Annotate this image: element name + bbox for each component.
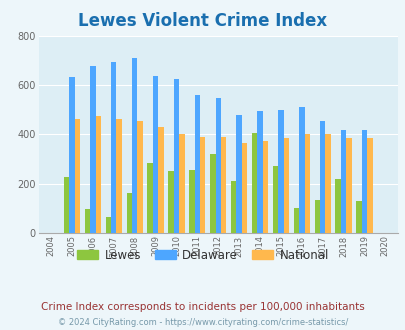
Bar — [147, 163, 152, 233]
Bar — [356, 201, 361, 233]
Bar — [179, 135, 184, 233]
Bar — [173, 79, 179, 233]
Bar — [200, 137, 205, 233]
Bar — [90, 66, 95, 233]
Bar — [262, 141, 267, 233]
Bar — [293, 208, 298, 233]
Bar — [105, 217, 111, 233]
Bar — [75, 118, 80, 233]
Bar — [220, 137, 226, 233]
Bar — [126, 193, 132, 233]
Bar — [194, 95, 200, 233]
Bar — [241, 143, 247, 233]
Text: Lewes Violent Crime Index: Lewes Violent Crime Index — [78, 12, 327, 30]
Bar — [215, 98, 220, 233]
Bar — [158, 127, 163, 233]
Bar — [314, 200, 319, 233]
Bar — [283, 138, 288, 233]
Legend: Lewes, Delaware, National: Lewes, Delaware, National — [72, 244, 333, 266]
Bar — [324, 135, 330, 233]
Bar — [230, 181, 236, 233]
Bar — [85, 209, 90, 233]
Bar — [272, 166, 277, 233]
Bar — [340, 130, 345, 233]
Bar — [209, 154, 215, 233]
Bar — [95, 116, 101, 233]
Bar — [64, 178, 69, 233]
Bar — [116, 118, 121, 233]
Bar — [168, 171, 173, 233]
Bar — [236, 115, 241, 233]
Bar — [111, 62, 116, 233]
Bar — [319, 121, 324, 233]
Bar — [257, 111, 262, 233]
Bar — [366, 138, 372, 233]
Bar — [69, 77, 75, 233]
Bar — [335, 179, 340, 233]
Bar — [137, 121, 143, 233]
Bar — [345, 138, 351, 233]
Bar — [298, 108, 304, 233]
Bar — [361, 130, 366, 233]
Bar — [189, 170, 194, 233]
Bar — [152, 76, 158, 233]
Bar — [277, 110, 283, 233]
Bar — [304, 135, 309, 233]
Text: Crime Index corresponds to incidents per 100,000 inhabitants: Crime Index corresponds to incidents per… — [41, 302, 364, 312]
Text: © 2024 CityRating.com - https://www.cityrating.com/crime-statistics/: © 2024 CityRating.com - https://www.city… — [58, 318, 347, 327]
Bar — [251, 133, 257, 233]
Bar — [132, 58, 137, 233]
